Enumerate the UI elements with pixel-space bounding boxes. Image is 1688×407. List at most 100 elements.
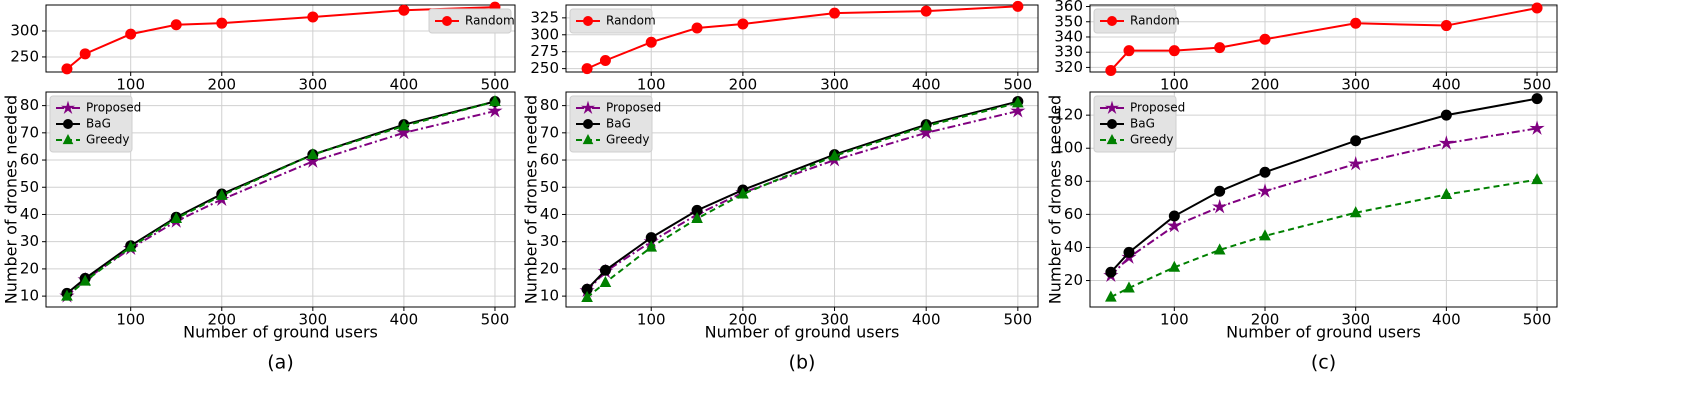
series-line (586, 101, 1019, 299)
x-tick-label: 400 (1432, 311, 1461, 329)
panel-caption: (b) (789, 352, 816, 374)
legend-label: Random (465, 14, 515, 28)
marker (1010, 103, 1026, 118)
marker (1529, 120, 1545, 135)
marker (1350, 135, 1362, 147)
marker (1259, 229, 1271, 241)
marker (216, 17, 228, 29)
y-tick-label: 80 (1064, 172, 1083, 190)
marker (645, 36, 657, 48)
marker (1259, 33, 1271, 45)
x-tick-label: 100 (1160, 311, 1189, 329)
panel-caption: (a) (267, 352, 293, 374)
marker (920, 119, 933, 131)
legend-marker (580, 100, 596, 114)
series-line (586, 110, 1019, 292)
legend-marker (1107, 119, 1117, 129)
series-line (1110, 127, 1538, 277)
marker (1531, 93, 1543, 105)
y-tick-label: 80 (540, 96, 559, 114)
marker (307, 11, 319, 23)
legend-marker (62, 133, 74, 145)
legend-box (1093, 8, 1177, 34)
legend-marker (1106, 133, 1118, 145)
marker (1259, 166, 1271, 178)
marker (1168, 45, 1180, 57)
marker (691, 211, 703, 224)
marker (170, 19, 182, 31)
legend-label: Greedy (606, 133, 649, 147)
marker (1212, 198, 1228, 214)
x-tick-label: 400 (1432, 76, 1461, 94)
y-tick-label: 10 (20, 287, 39, 305)
marker (599, 54, 611, 66)
x-tick-label: 100 (637, 76, 666, 94)
series-line (586, 100, 1019, 291)
x-tick-label: 500 (1523, 311, 1552, 329)
y-tick-label: 50 (20, 178, 39, 196)
marker (1348, 155, 1364, 171)
marker (1213, 243, 1226, 255)
x-tick-label: 200 (729, 311, 758, 329)
legend-label: Random (606, 14, 656, 28)
x-tick-label: 400 (390, 311, 419, 329)
axes-frame (565, 4, 1039, 73)
legend-label: Proposed (1130, 101, 1185, 115)
y-tick-label: 20 (20, 259, 39, 277)
y-tick-label: 300 (10, 21, 39, 39)
legend-label: BaG (1130, 117, 1155, 131)
marker (1531, 173, 1543, 185)
marker (1350, 17, 1362, 29)
y-tick-label: 60 (20, 151, 39, 169)
marker (599, 264, 611, 276)
series-line (66, 100, 496, 297)
marker (1012, 0, 1024, 12)
marker (489, 94, 501, 107)
y-tick-label: 20 (540, 259, 559, 277)
x-tick-label: 500 (1523, 76, 1552, 94)
axes-frame (1089, 91, 1558, 308)
x-tick-label: 500 (481, 311, 510, 329)
series-line (66, 100, 496, 295)
legend-label: Proposed (606, 101, 661, 115)
marker (305, 153, 321, 168)
marker (645, 240, 658, 252)
y-tick-label: 250 (530, 59, 559, 77)
y-tick-label: 340 (1054, 27, 1083, 45)
marker (79, 48, 91, 60)
y-tick-label: 350 (1054, 12, 1083, 30)
marker (487, 103, 503, 118)
x-tick-label: 300 (299, 311, 328, 329)
legend-label: Random (1130, 14, 1180, 28)
legend-marker (582, 133, 594, 145)
panel-caption: (c) (1311, 352, 1336, 374)
marker (307, 148, 319, 160)
y-axis-label: Number of drones needed (2, 95, 21, 304)
series-line (1110, 7, 1538, 72)
y-tick-label: 70 (20, 123, 39, 141)
marker (599, 275, 612, 288)
x-tick-label: 300 (1341, 76, 1370, 94)
marker (124, 240, 137, 252)
y-tick-label: 20 (1064, 271, 1083, 289)
marker (1440, 187, 1453, 200)
x-tick-label: 300 (299, 76, 328, 94)
marker (737, 187, 749, 199)
marker (125, 28, 137, 40)
y-tick-label: 80 (20, 96, 39, 114)
x-axis-label: Number of ground users (183, 323, 378, 342)
legend-marker (63, 119, 73, 129)
y-tick-label: 330 (1054, 43, 1083, 61)
marker (1105, 266, 1117, 278)
y-tick-label: 320 (1054, 58, 1083, 76)
marker (1440, 109, 1452, 121)
legend-box (569, 8, 653, 34)
axes-frame (1089, 4, 1558, 73)
marker (920, 5, 932, 17)
x-tick-label: 100 (116, 76, 145, 94)
x-tick-label: 400 (912, 76, 941, 94)
y-tick-label: 300 (530, 25, 559, 43)
series-line (586, 5, 1018, 70)
marker (1349, 206, 1362, 218)
legend-label: Proposed (86, 101, 141, 115)
